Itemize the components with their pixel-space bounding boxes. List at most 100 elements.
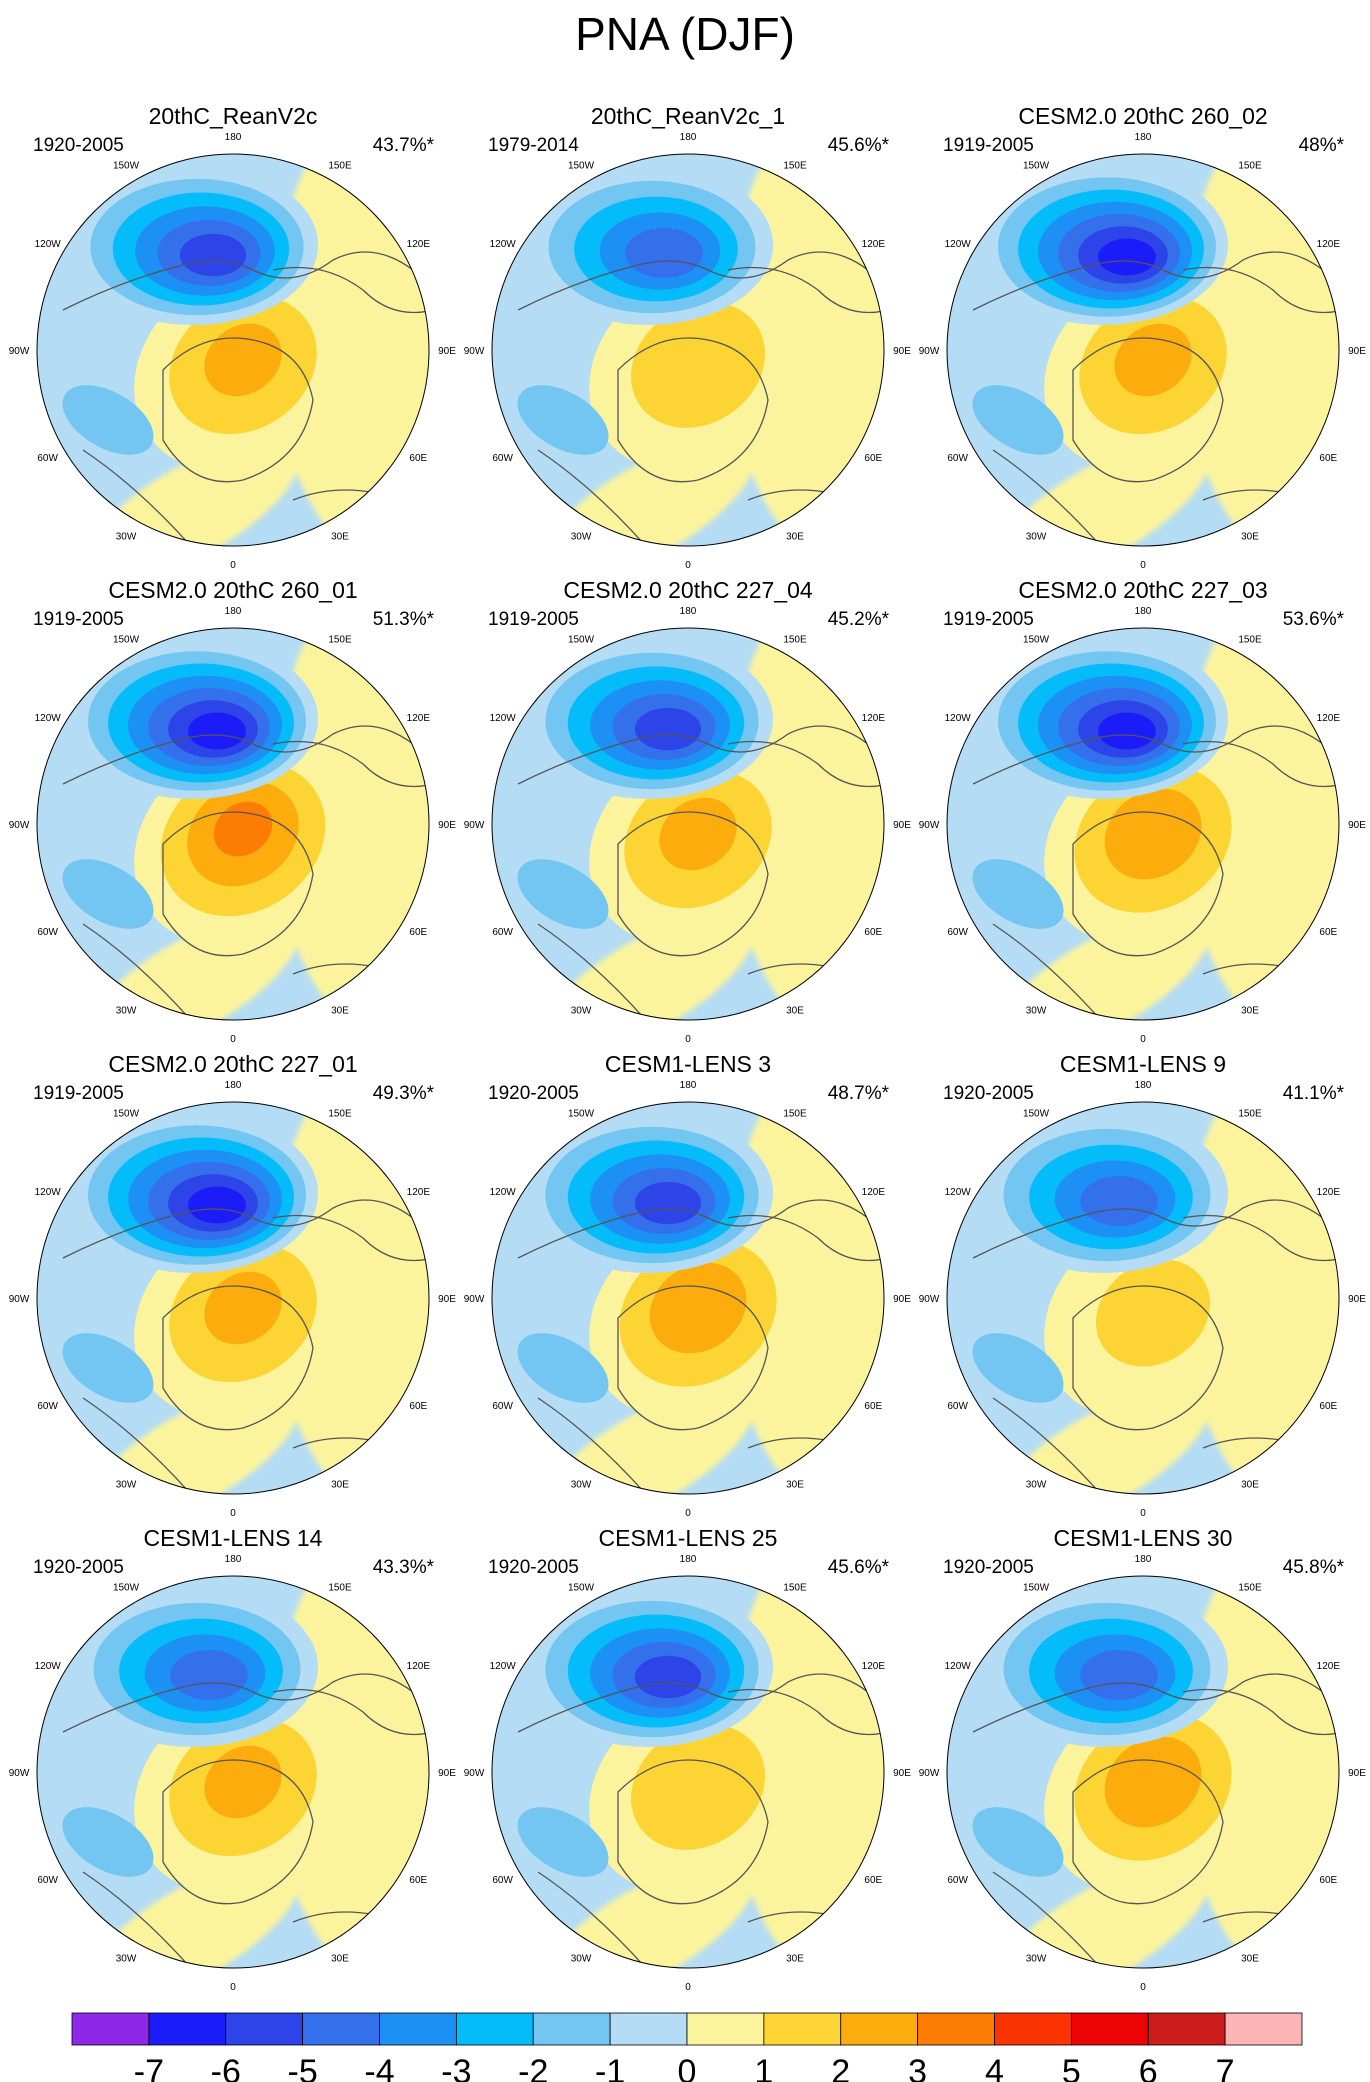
colorbar-segment: [302, 2012, 380, 2046]
longitude-label: 120E: [862, 713, 886, 724]
longitude-label: 60W: [947, 1401, 968, 1412]
longitude-label: 90W: [464, 1768, 485, 1779]
longitude-label: 120W: [35, 713, 62, 724]
longitude-label: 90W: [9, 346, 30, 357]
colorbar-label: 3: [908, 2053, 927, 2082]
period-label: 1920-2005: [33, 1557, 124, 1578]
map-boundary: [946, 1101, 1340, 1495]
longitude-label: 120W: [35, 1661, 62, 1672]
coastline: [272, 1214, 429, 1262]
negative-center: [68, 165, 318, 325]
longitude-label: 30W: [571, 1953, 592, 1964]
longitude-label: 180: [680, 132, 697, 143]
positive-rim: [1183, 154, 1339, 546]
negative-contour: [1080, 1650, 1158, 1700]
coastline: [162, 1759, 314, 1905]
longitude-label: 150W: [568, 635, 595, 646]
longitude-label: 90W: [464, 1294, 485, 1305]
longitude-label: 0: [230, 560, 236, 571]
map-panel: CESM1-LENS 9 1920-2005 41.1%* 180 150E 120E 90…: [919, 1051, 1367, 1519]
longitude-label: 0: [1140, 560, 1146, 571]
variance-label: 53.6%*: [1283, 609, 1345, 630]
longitude-label: 60W: [37, 927, 58, 938]
colorbar-label: -1: [595, 2053, 625, 2082]
longitude-label: 60E: [409, 1401, 427, 1412]
secondary-low: [972, 859, 1064, 929]
longitude-label: 60E: [409, 1875, 427, 1886]
positive-rim: [728, 1576, 884, 1968]
coastline: [517, 1673, 869, 1733]
longitude-label: 60E: [864, 927, 882, 938]
longitude-label: 150W: [1023, 1583, 1050, 1594]
negative-center: [68, 1587, 318, 1747]
coastline: [517, 251, 869, 311]
longitude-label: 90W: [9, 820, 30, 831]
longitude-label: 180: [225, 1554, 242, 1565]
secondary-low: [62, 859, 154, 929]
longitude-label: 90W: [919, 1294, 940, 1305]
anomaly-field: [37, 154, 429, 546]
variance-label: 45.2%*: [828, 609, 890, 630]
map-boundary: [491, 153, 885, 547]
longitude-label: 90E: [893, 1768, 911, 1779]
map-panel: CESM1-LENS 3 1920-2005 48.7%* 180 150E 120E 90…: [464, 1051, 912, 1519]
longitude-label: 150W: [1023, 635, 1050, 646]
negative-center: [978, 165, 1228, 325]
positive-contour: [631, 302, 765, 428]
longitude-label: 150E: [783, 161, 807, 172]
secondary-low: [62, 1807, 154, 1877]
longitude-label: 150W: [113, 1583, 140, 1594]
longitude-label: 60W: [492, 453, 513, 464]
negative-center: [978, 1113, 1228, 1273]
coastline: [972, 1673, 1324, 1733]
colorbar-segment: [379, 2012, 457, 2046]
longitude-label: 90W: [9, 1768, 30, 1779]
longitude-label: 30E: [786, 531, 804, 542]
longitude-label: 150E: [1238, 1109, 1262, 1120]
longitude-label: 150W: [113, 161, 140, 172]
map-boundary: [36, 627, 430, 1021]
period-label: 1919-2005: [943, 609, 1034, 630]
positive-rim: [1183, 1576, 1339, 1968]
longitude-label: 0: [685, 1982, 691, 1993]
longitude-label: 90W: [919, 820, 940, 831]
longitude-label: 90W: [919, 1768, 940, 1779]
longitude-label: 150E: [1238, 161, 1262, 172]
colorbar-label: 6: [1139, 2053, 1158, 2082]
coastline: [272, 1688, 429, 1736]
longitude-label: 30W: [1026, 1005, 1047, 1016]
colorbar-segment: [917, 2012, 995, 2046]
colorbar-segment: [763, 2012, 842, 2046]
longitude-label: 30E: [331, 1953, 349, 1964]
longitude-label: 120W: [945, 1187, 972, 1198]
map-panel: CESM1-LENS 25 1920-2005 45.6%* 180 150E 120E 9…: [464, 1525, 912, 1993]
positive-contour: [1095, 1259, 1211, 1367]
longitude-label: 30E: [1241, 1479, 1259, 1490]
longitude-label: 120W: [490, 1661, 517, 1672]
map-panel: CESM2.0 20thC 227_03 1919-2005 53.6%* 180 15…: [919, 577, 1367, 1045]
map-panel: CESM1-LENS 14 1920-2005 43.3%* 180 150E 120E 9…: [9, 1525, 457, 1993]
variance-label: 51.3%*: [373, 609, 435, 630]
longitude-label: 150E: [783, 1583, 807, 1594]
anomaly-field: [492, 628, 884, 1020]
period-label: 1920-2005: [488, 1083, 579, 1104]
negative-contour: [634, 1181, 702, 1225]
colorbar-segment: [1147, 2012, 1226, 2046]
colorbar-label: 7: [1216, 2053, 1235, 2082]
longitude-label: 30W: [1026, 1479, 1047, 1490]
longitude-label: 90W: [464, 346, 485, 357]
coastline: [162, 1285, 314, 1431]
longitude-label: 150W: [113, 635, 140, 646]
positive-rim: [1183, 628, 1339, 1020]
longitude-label: 30W: [1026, 1953, 1047, 1964]
longitude-label: 60E: [864, 453, 882, 464]
longitude-label: 60W: [37, 453, 58, 464]
longitude-label: 30W: [571, 1479, 592, 1490]
coastline: [1182, 1214, 1339, 1262]
longitude-label: 60W: [947, 1875, 968, 1886]
coastline: [1072, 811, 1224, 957]
figure-title: PNA (DJF): [575, 8, 795, 60]
anomaly-field: [37, 1576, 429, 1968]
positive-rim: [1183, 1102, 1339, 1494]
negative-center: [523, 1587, 773, 1747]
